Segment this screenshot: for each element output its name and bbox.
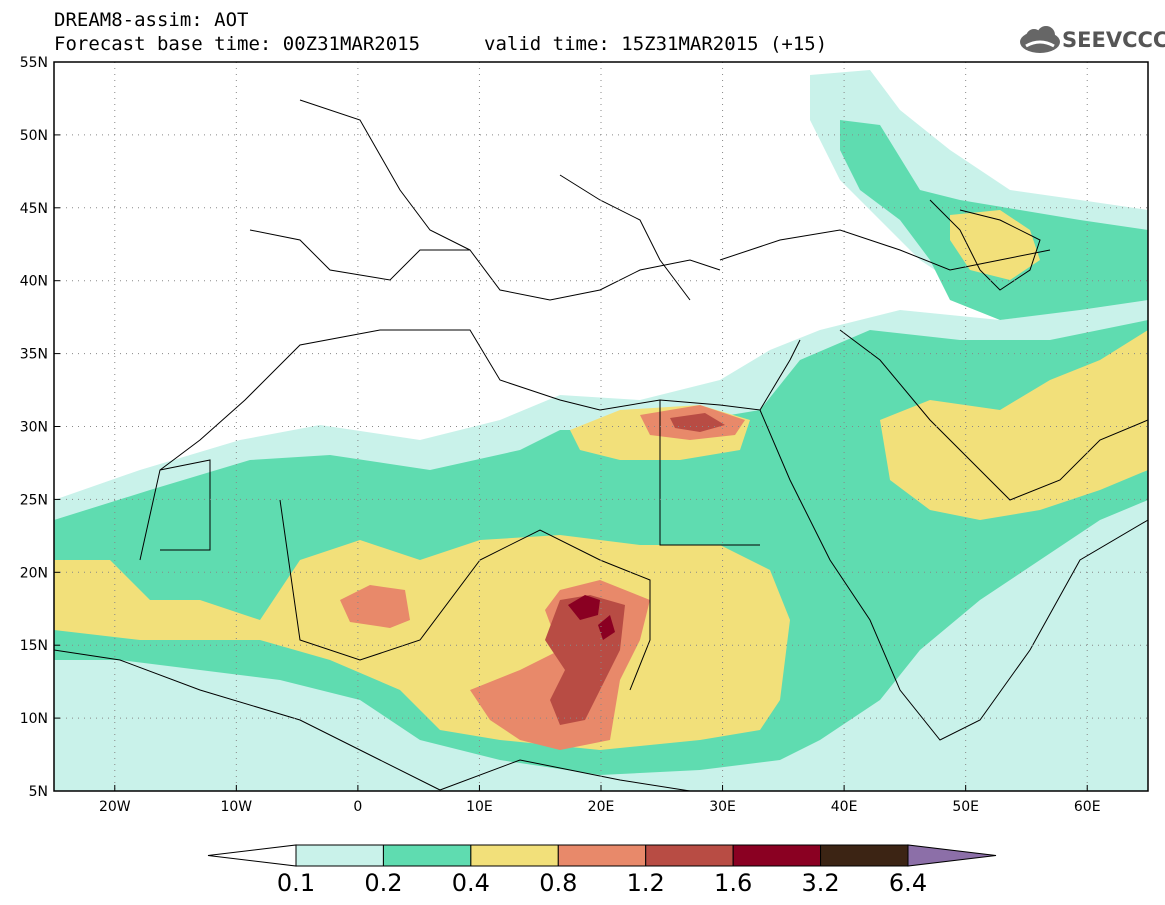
lat-tick-label: 50N bbox=[20, 128, 48, 144]
lat-tick-label: 25N bbox=[20, 492, 48, 508]
cloud-icon bbox=[1020, 26, 1060, 53]
lat-tick-label: 30N bbox=[20, 420, 48, 436]
forecast-base-time: Forecast base time: 00Z31MAR2015 bbox=[54, 33, 421, 55]
lon-tick-label: 10E bbox=[466, 799, 493, 815]
colorbar-label: 6.4 bbox=[888, 869, 928, 897]
colorbar-low-arrow bbox=[207, 844, 297, 867]
latitude-ticks: 55N 50N 45N 40N 35N 30N 25N 20N 15N 10N 5N bbox=[20, 55, 60, 800]
lat-tick-label: 40N bbox=[20, 274, 48, 290]
lat-tick-label: 5N bbox=[29, 784, 48, 800]
lon-tick-label: 0 bbox=[353, 799, 362, 815]
lon-tick-label: 10W bbox=[220, 799, 252, 815]
lon-tick-label: 30E bbox=[709, 799, 736, 815]
longitude-ticks: 20W 10W 0 10E 20E 30E 40E 50E 60E bbox=[99, 785, 1101, 815]
contour-1.2-egypt bbox=[670, 413, 725, 432]
colorbar-high-arrow bbox=[907, 844, 997, 867]
lat-tick-label: 55N bbox=[20, 55, 48, 71]
lat-tick-label: 35N bbox=[20, 347, 48, 363]
contour-0.8-west bbox=[340, 585, 410, 628]
contour-1.6-b bbox=[598, 615, 615, 640]
colorbar-box bbox=[645, 844, 734, 867]
coastlines bbox=[54, 99, 1148, 791]
valid-time: valid time: 15Z31MAR2015 (+15) bbox=[484, 33, 828, 55]
colorbar bbox=[207, 844, 997, 867]
contour-0.4-caspian bbox=[950, 210, 1040, 280]
logo-text: SEEVCCC bbox=[1062, 28, 1165, 52]
colorbar-label: 3.2 bbox=[801, 869, 840, 897]
colorbar-box bbox=[820, 844, 909, 867]
lat-tick-label: 10N bbox=[20, 711, 48, 727]
colorbar-box bbox=[295, 844, 384, 867]
lon-tick-label: 50E bbox=[952, 799, 979, 815]
contour-0.4-gulf bbox=[880, 330, 1148, 520]
colorbar-label: 1.2 bbox=[626, 869, 665, 897]
colorbar-label: 0.8 bbox=[539, 869, 578, 897]
map-title: DREAM8-assim: AOT bbox=[54, 9, 249, 31]
colorbar-box bbox=[470, 844, 559, 867]
graticule bbox=[54, 62, 1148, 791]
lon-tick-label: 40E bbox=[831, 799, 858, 815]
contour-1.6 bbox=[568, 595, 600, 620]
lon-tick-label: 60E bbox=[1074, 799, 1101, 815]
colorbar-box bbox=[382, 844, 472, 867]
colorbar-box bbox=[557, 844, 647, 867]
colorbar-label: 1.6 bbox=[714, 869, 753, 897]
colorbar-box bbox=[732, 844, 822, 867]
lat-tick-label: 20N bbox=[20, 565, 48, 581]
lon-tick-label: 20W bbox=[99, 799, 131, 815]
lat-tick-label: 45N bbox=[20, 201, 48, 217]
lon-tick-label: 20E bbox=[588, 799, 615, 815]
colorbar-label: 0.4 bbox=[451, 869, 490, 897]
colorbar-label: 0.1 bbox=[276, 869, 316, 897]
seevccc-logo bbox=[1020, 26, 1060, 53]
lat-tick-label: 15N bbox=[20, 638, 48, 654]
colorbar-label: 0.2 bbox=[364, 869, 403, 897]
